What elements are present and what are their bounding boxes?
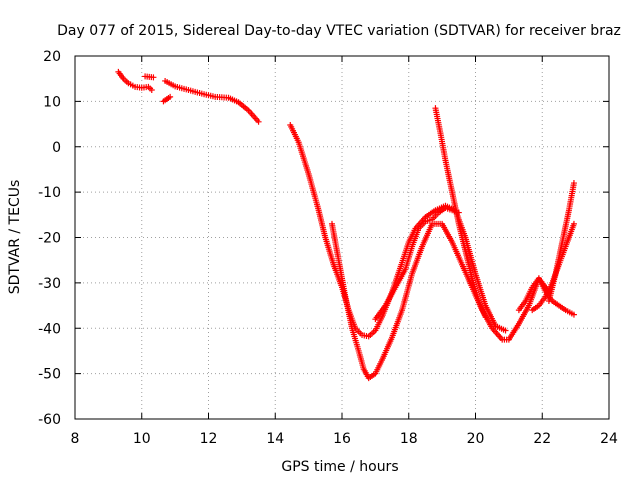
series-arc-5	[287, 121, 509, 340]
series-arc-2	[142, 73, 157, 81]
data-point	[570, 180, 577, 187]
x-tick-label: 14	[266, 431, 284, 447]
data-point	[255, 118, 262, 125]
data-point	[570, 311, 577, 318]
x-tick-label: 16	[333, 431, 351, 447]
data-point	[150, 74, 157, 81]
y-tick-label: -50	[38, 367, 61, 383]
y-tick-label: 10	[43, 94, 61, 110]
x-tick-label: 8	[71, 431, 80, 447]
x-tick-label: 18	[400, 431, 418, 447]
data-point	[148, 87, 155, 94]
grid	[75, 56, 609, 419]
axis-ticks: 8 10 12 14 16 18 20 22 24 -60 -50 -40 -30 -20 -10 0 10 20	[38, 49, 618, 447]
y-tick-label: 20	[43, 49, 61, 65]
y-tick-label: -30	[38, 276, 61, 292]
x-tick-label: 20	[467, 431, 485, 447]
y-tick-label: -40	[38, 321, 61, 337]
y-tick-label: 0	[52, 140, 61, 156]
series-arc-8	[432, 105, 489, 320]
series-arc-11	[545, 180, 577, 305]
x-tick-label: 12	[200, 431, 218, 447]
data-point	[502, 327, 509, 334]
x-tick-label: 10	[133, 431, 151, 447]
data-points	[115, 68, 577, 382]
y-tick-label: -60	[38, 412, 61, 428]
series-arc-3	[160, 93, 174, 105]
x-axis-label: GPS time / hours	[281, 459, 398, 475]
y-tick-label: -10	[38, 185, 61, 201]
y-tick-label: -20	[38, 231, 61, 247]
data-point	[570, 220, 577, 227]
x-tick-label: 22	[533, 431, 551, 447]
x-tick-label: 24	[600, 431, 618, 447]
data-point	[167, 93, 174, 100]
series-arc-6	[328, 220, 552, 382]
y-axis-label: SDTVAR / TECUs	[7, 180, 23, 295]
data-point	[482, 313, 489, 320]
series-arc-4	[162, 77, 262, 125]
chart-title: Day 077 of 2015, Sidereal Day-to-day VTE…	[57, 23, 621, 39]
series-arc-1	[115, 68, 155, 94]
